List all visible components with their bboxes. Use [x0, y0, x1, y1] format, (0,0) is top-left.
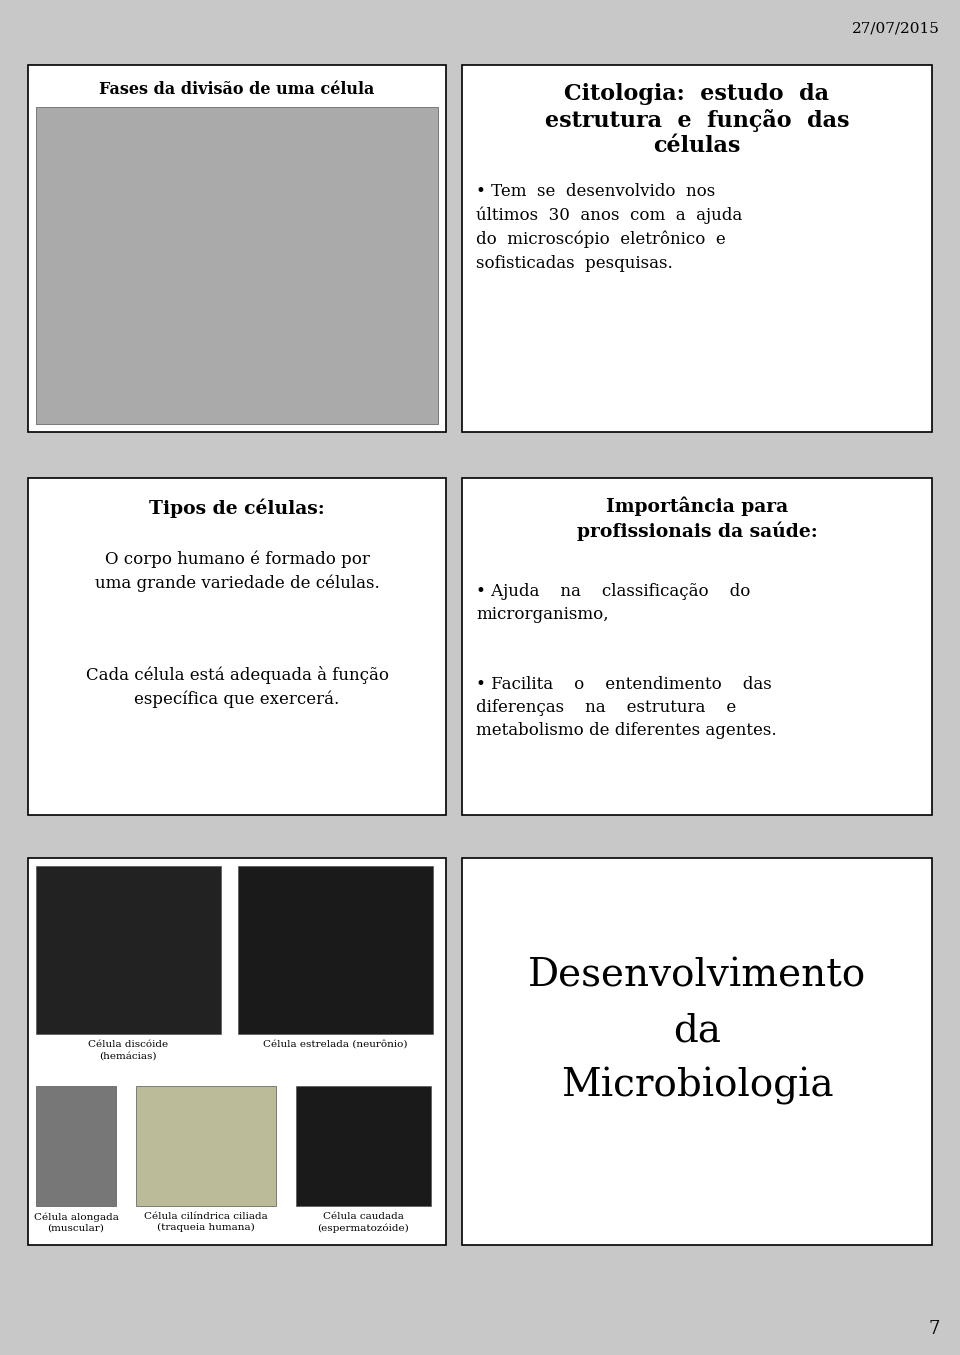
- Text: Tipos de células:: Tipos de células:: [149, 499, 324, 518]
- Text: 27/07/2015: 27/07/2015: [852, 22, 940, 37]
- Text: Célula cilíndrica ciliada
(traqueia humana): Célula cilíndrica ciliada (traqueia huma…: [144, 1211, 268, 1232]
- Text: metabolismo de diferentes agentes.: metabolismo de diferentes agentes.: [476, 722, 777, 738]
- Text: Célula discóide
(hemácias): Célula discóide (hemácias): [88, 1041, 168, 1060]
- Text: Importância para
profissionais da saúde:: Importância para profissionais da saúde:: [577, 496, 817, 541]
- Text: Célula estrelada (neurônio): Célula estrelada (neurônio): [263, 1041, 407, 1049]
- Text: Citologia:  estudo  da: Citologia: estudo da: [564, 83, 829, 104]
- FancyBboxPatch shape: [462, 858, 932, 1245]
- Text: • Ajuda    na    classificação    do: • Ajuda na classificação do: [476, 583, 751, 600]
- Text: Cada célula está adequada à função
específica que exercerá.: Cada célula está adequada à função espec…: [85, 667, 389, 709]
- Text: 7: 7: [928, 1320, 940, 1337]
- Text: O corpo humano é formado por
uma grande variedade de células.: O corpo humano é formado por uma grande …: [95, 550, 379, 592]
- Text: • Facilita    o    entendimento    das: • Facilita o entendimento das: [476, 676, 772, 692]
- Text: • Tem  se  desenvolvido  nos: • Tem se desenvolvido nos: [476, 183, 715, 201]
- Text: Célula alongada
(muscular): Célula alongada (muscular): [34, 1211, 118, 1233]
- Text: do  microscópio  eletrônico  e: do microscópio eletrônico e: [476, 230, 726, 248]
- FancyBboxPatch shape: [28, 478, 446, 814]
- FancyBboxPatch shape: [238, 866, 433, 1034]
- FancyBboxPatch shape: [28, 858, 446, 1245]
- FancyBboxPatch shape: [462, 478, 932, 814]
- Text: células: células: [654, 136, 741, 157]
- FancyBboxPatch shape: [462, 65, 932, 432]
- Text: sofisticadas  pesquisas.: sofisticadas pesquisas.: [476, 255, 673, 272]
- Text: Fases da divisão de uma célula: Fases da divisão de uma célula: [99, 81, 374, 98]
- Text: últimos  30  anos  com  a  ajuda: últimos 30 anos com a ajuda: [476, 207, 742, 225]
- Text: Desenvolvimento
da
Microbiologia: Desenvolvimento da Microbiologia: [528, 958, 866, 1106]
- FancyBboxPatch shape: [36, 107, 438, 424]
- FancyBboxPatch shape: [296, 1085, 431, 1206]
- FancyBboxPatch shape: [136, 1085, 276, 1206]
- Text: Célula caudada
(espermatozóide): Célula caudada (espermatozóide): [317, 1211, 409, 1233]
- FancyBboxPatch shape: [28, 65, 446, 432]
- Text: microrganismo,: microrganismo,: [476, 606, 609, 623]
- FancyBboxPatch shape: [36, 866, 221, 1034]
- FancyBboxPatch shape: [36, 1085, 116, 1206]
- Text: estrutura  e  função  das: estrutura e função das: [544, 108, 850, 131]
- Text: diferenças    na    estrutura    e: diferenças na estrutura e: [476, 699, 736, 715]
